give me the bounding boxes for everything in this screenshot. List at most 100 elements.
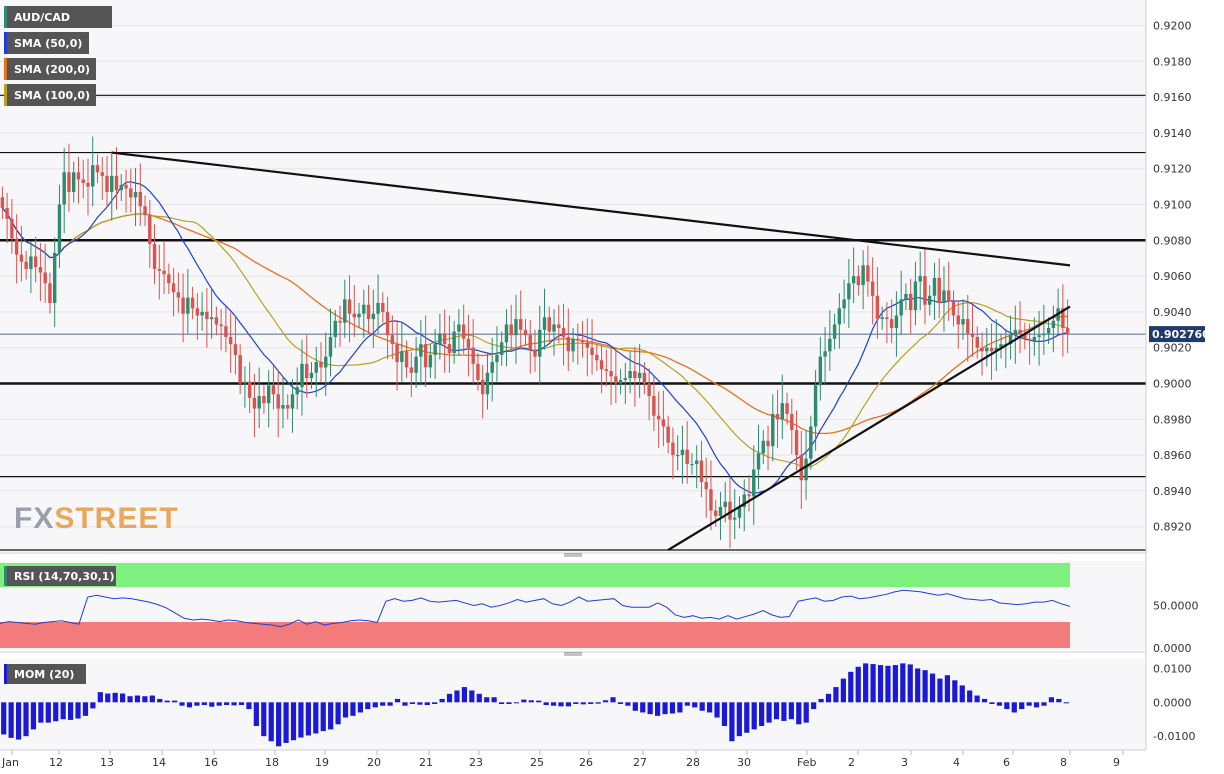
mom-bar <box>677 702 683 713</box>
legend-symbol[interactable]: AUD/CAD <box>4 6 112 28</box>
candle-bearish <box>980 347 984 352</box>
candle-bullish <box>452 331 456 354</box>
candle-bearish <box>889 319 894 329</box>
candle-bearish <box>476 363 480 380</box>
candle-bullish <box>343 299 347 323</box>
mom-bar <box>120 693 126 703</box>
candle-bullish <box>538 329 542 357</box>
legend-sma200[interactable]: SMA (200,0) <box>4 58 96 80</box>
candle-bullish <box>942 290 946 303</box>
candle-bearish <box>547 317 551 332</box>
mom-bar <box>30 702 37 730</box>
candle-bullish <box>899 299 903 316</box>
mom-bar <box>744 702 750 733</box>
mom-bar <box>870 664 876 703</box>
candle-bullish <box>851 276 856 284</box>
candle-bearish <box>528 335 532 350</box>
candle-bearish <box>95 165 100 173</box>
candle-bearish <box>595 354 599 361</box>
mom-bar <box>157 698 163 703</box>
mom-bar <box>417 702 423 705</box>
price-tick-label: 0.9000 <box>1153 378 1192 391</box>
candle-bullish <box>186 297 190 314</box>
mom-bar <box>565 702 572 707</box>
time-tick-label: 13 <box>100 756 114 769</box>
candle-bearish <box>1023 333 1027 339</box>
time-tick-label: 9 <box>1113 756 1120 769</box>
mom-bar <box>974 695 980 703</box>
price-tick-label: 0.8940 <box>1153 485 1192 498</box>
candle-bullish <box>847 283 851 300</box>
svg-text:SMA (100,0): SMA (100,0) <box>14 89 90 102</box>
mom-bar <box>959 685 965 703</box>
mom-bar <box>498 702 505 704</box>
mom-bar <box>1004 702 1010 710</box>
candle-bearish <box>48 283 52 303</box>
mom-bar <box>952 680 958 703</box>
mom-bar <box>231 702 237 706</box>
candle-bullish <box>457 324 461 332</box>
candle-bearish <box>947 290 951 302</box>
candle-bullish <box>433 344 437 355</box>
candle-bullish <box>499 342 504 355</box>
candle-bearish <box>395 344 399 363</box>
mom-bar <box>67 702 74 720</box>
legend-rsi[interactable]: RSI (14,70,30,1) <box>4 566 116 586</box>
mom-bar <box>112 692 118 703</box>
candle-bearish <box>167 274 171 284</box>
candle-bearish <box>409 367 414 373</box>
candle-bullish <box>419 344 423 357</box>
candle-bearish <box>766 440 770 447</box>
mom-bar <box>142 696 148 703</box>
mom-bars <box>1 663 1069 747</box>
mom-bar <box>907 664 913 703</box>
panel-resize-handle[interactable] <box>0 651 1146 656</box>
mom-bar <box>365 702 371 710</box>
mom-bar <box>149 695 155 703</box>
candle-bearish <box>1018 329 1022 334</box>
mom-bar <box>513 702 520 704</box>
candle-bearish <box>247 381 252 398</box>
price-tick-label: 0.8980 <box>1153 413 1192 426</box>
candle-bullish <box>880 317 884 320</box>
candle-bearish <box>0 197 5 209</box>
price-tick-label: 0.9020 <box>1153 342 1192 355</box>
candle-bullish <box>257 396 261 409</box>
candle-bullish <box>414 356 418 373</box>
candle-bullish <box>680 449 685 456</box>
legend-sma100[interactable]: SMA (100,0) <box>4 84 96 106</box>
price-tick-label: 0.9060 <box>1153 270 1192 283</box>
candle-bullish <box>918 276 922 282</box>
candle-bearish <box>908 294 913 311</box>
mom-bar <box>283 702 289 743</box>
candle-bullish <box>571 338 575 352</box>
time-tick-label: Jan <box>1 756 19 769</box>
candle-bearish <box>271 385 276 395</box>
candle-bearish <box>100 172 104 176</box>
mom-bar <box>491 697 497 703</box>
candle-bearish <box>509 324 513 336</box>
panel-resize-handle[interactable] <box>0 552 1146 557</box>
candle-bullish <box>514 319 518 336</box>
candle-bullish <box>357 313 361 318</box>
svg-text:MOM (20): MOM (20) <box>14 668 74 681</box>
candle-bullish <box>913 281 918 311</box>
price-tick-label: 0.9100 <box>1153 198 1192 211</box>
mom-bar <box>209 702 215 707</box>
mom-bar <box>409 702 415 704</box>
candle-bullish <box>737 507 742 518</box>
candle-bullish <box>324 356 328 368</box>
time-tick-label: 4 <box>953 756 960 769</box>
mom-bar <box>1048 697 1055 703</box>
candle-bullish <box>91 165 95 187</box>
candle-bullish <box>266 385 271 404</box>
candle-bearish <box>338 320 342 323</box>
candle-bullish <box>376 302 380 314</box>
price-tick-label: 0.8960 <box>1153 449 1192 462</box>
candle-bullish <box>733 517 737 520</box>
legend-sma50[interactable]: SMA (50,0) <box>4 32 89 54</box>
time-tick-label: 14 <box>152 756 166 769</box>
legend-mom[interactable]: MOM (20) <box>4 664 86 684</box>
candle-bullish <box>723 501 727 508</box>
